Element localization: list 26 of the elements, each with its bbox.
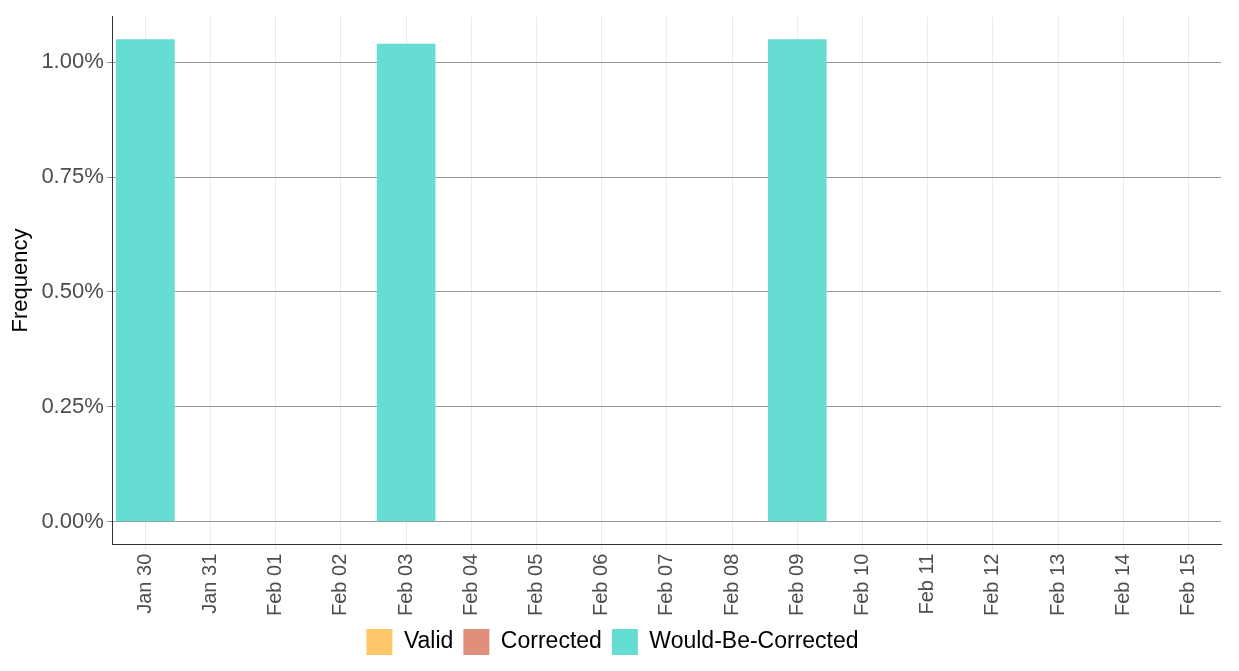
x-tick-label: Feb 01 [263, 553, 286, 616]
y-tick-label: 0.00% [41, 507, 104, 533]
legend-label: Valid [403, 627, 454, 654]
x-tick-label: Jan 31 [198, 553, 221, 614]
x-tick-label: Feb 05 [524, 553, 547, 616]
legend-label: Corrected [500, 627, 602, 654]
y-tick-label: 0.50% [41, 278, 104, 304]
x-tick-label: Feb 04 [458, 553, 481, 616]
x-tick-label: Feb 14 [1110, 553, 1133, 616]
x-tick-label: Feb 08 [719, 553, 742, 616]
x-tick-label: Feb 12 [980, 553, 1003, 616]
x-tick-label: Feb 02 [328, 553, 351, 616]
x-tick-label: Feb 09 [784, 553, 807, 616]
x-tick-label: Feb 15 [1175, 553, 1198, 616]
y-tick-label: 1.00% [41, 48, 104, 74]
x-tick-label: Jan 30 [132, 553, 155, 614]
y-axis-title: Frequency [7, 228, 33, 333]
y-tick-label: 0.75% [41, 163, 104, 189]
x-tick-label: Feb 10 [849, 553, 872, 616]
legend-label: Would-Be-Corrected [649, 627, 859, 654]
x-tick-label: Feb 11 [915, 553, 938, 615]
x-tick-label: Feb 13 [1045, 553, 1068, 616]
y-tick-label: 0.25% [41, 392, 104, 418]
x-tick-label: Feb 03 [393, 553, 416, 616]
x-tick-label: Feb 06 [589, 553, 612, 616]
x-tick-label: Feb 07 [654, 553, 677, 616]
